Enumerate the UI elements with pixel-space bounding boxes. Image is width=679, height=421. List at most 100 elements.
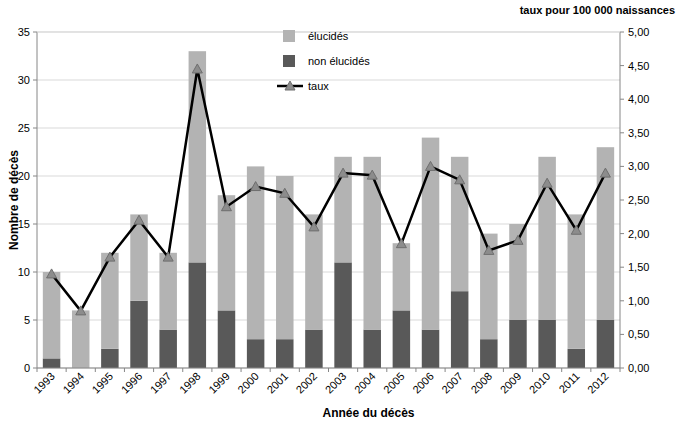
marker (484, 245, 494, 254)
legend-label: non élucidés (308, 55, 370, 67)
marker (600, 168, 610, 177)
x-tick-divider (561, 368, 562, 372)
y2-tick (620, 166, 624, 167)
y2-tick-label: 1,00 (628, 295, 649, 307)
marker (251, 182, 261, 191)
y2-tick (620, 368, 624, 369)
y2-tick (620, 32, 624, 33)
y2-tick-label: 3,50 (628, 127, 649, 139)
x-tick-label: 2003 (323, 370, 349, 396)
y2-tick-label: 4,00 (628, 93, 649, 105)
bar (72, 310, 89, 368)
y-tick-label: 35 (18, 26, 30, 38)
y2-tick-label: 2,50 (628, 194, 649, 206)
bar (43, 358, 60, 368)
bar (101, 349, 118, 368)
y2-tick-label: 4,50 (628, 60, 649, 72)
bar (247, 339, 264, 368)
bar (597, 320, 614, 368)
marker (192, 64, 202, 73)
bar (363, 330, 380, 368)
x-tick-label: 2005 (381, 370, 407, 396)
x-tick-divider (415, 368, 416, 372)
x-tick-label: 2007 (439, 370, 465, 396)
x-tick-divider (95, 368, 96, 372)
y2-tick (620, 65, 624, 66)
bar (305, 330, 322, 368)
x-tick-divider (503, 368, 504, 372)
x-tick-divider (182, 368, 183, 372)
x-tick-divider (474, 368, 475, 372)
bar (218, 195, 235, 310)
x-tick-label: 1993 (31, 370, 57, 396)
plot-area (43, 51, 614, 368)
bar (480, 339, 497, 368)
bar (189, 262, 206, 368)
y-tick-label: 0 (24, 362, 30, 374)
y-tick (33, 320, 37, 321)
x-tick-divider (211, 368, 212, 372)
x-tick-divider (66, 368, 67, 372)
y2-tick-label: 5,00 (628, 26, 649, 38)
y-tick-label: 10 (18, 266, 30, 278)
y-tick (33, 368, 37, 369)
bar (422, 330, 439, 368)
marker (367, 170, 377, 179)
y-axis (37, 32, 38, 368)
y-tick (33, 272, 37, 273)
y-axis-label: Nombre de décès (7, 150, 21, 250)
y-tick (33, 80, 37, 81)
x-tick-label: 2012 (585, 370, 611, 396)
marker (280, 188, 290, 197)
x-tick-divider (386, 368, 387, 372)
bar (568, 349, 585, 368)
marker (455, 175, 465, 184)
x-tick-label: 1996 (119, 370, 145, 396)
bar (130, 301, 147, 368)
x-tick-divider (270, 368, 271, 372)
bar (393, 310, 410, 368)
x-tick-divider (124, 368, 125, 372)
x-tick-label: 1997 (148, 370, 174, 396)
marker (309, 222, 319, 231)
x-tick-label: 2004 (352, 370, 378, 396)
y-tick-label: 30 (18, 74, 30, 86)
x-tick-label: 2008 (468, 370, 494, 396)
marker (76, 306, 86, 315)
y2-axis (620, 32, 621, 368)
marker (163, 252, 173, 261)
legend-label: taux (308, 80, 329, 92)
title: taux pour 100 000 naissances (520, 4, 675, 16)
marker (47, 269, 57, 278)
y2-tick (620, 99, 624, 100)
bar (334, 262, 351, 368)
marker (338, 168, 348, 177)
grid-line (37, 176, 620, 177)
x-tick-label: 2000 (235, 370, 261, 396)
x-tick-label: 1995 (89, 370, 115, 396)
y-tick (33, 32, 37, 33)
x-tick-divider (445, 368, 446, 372)
x-tick-divider (328, 368, 329, 372)
bar (451, 291, 468, 368)
y2-tick-label: 3,00 (628, 160, 649, 172)
y-tick-label: 5 (24, 314, 30, 326)
legend: élucidésnon élucidéstaux (277, 30, 370, 92)
x-tick-label: 1999 (206, 370, 232, 396)
x-axis-label: Année du décès (322, 406, 414, 420)
bar (538, 157, 555, 320)
bar (597, 147, 614, 320)
marker (221, 202, 231, 211)
bar (218, 310, 235, 368)
x-tick-label: 1994 (60, 370, 86, 396)
bar (159, 253, 176, 330)
legend-swatch (283, 55, 295, 67)
bar (538, 320, 555, 368)
y2-tick (620, 267, 624, 268)
marker (571, 225, 581, 234)
y2-tick-label: 1,50 (628, 261, 649, 273)
legend-marker (285, 81, 295, 90)
y2-tick-label: 0,00 (628, 362, 649, 374)
bar (276, 339, 293, 368)
marker (513, 235, 523, 244)
